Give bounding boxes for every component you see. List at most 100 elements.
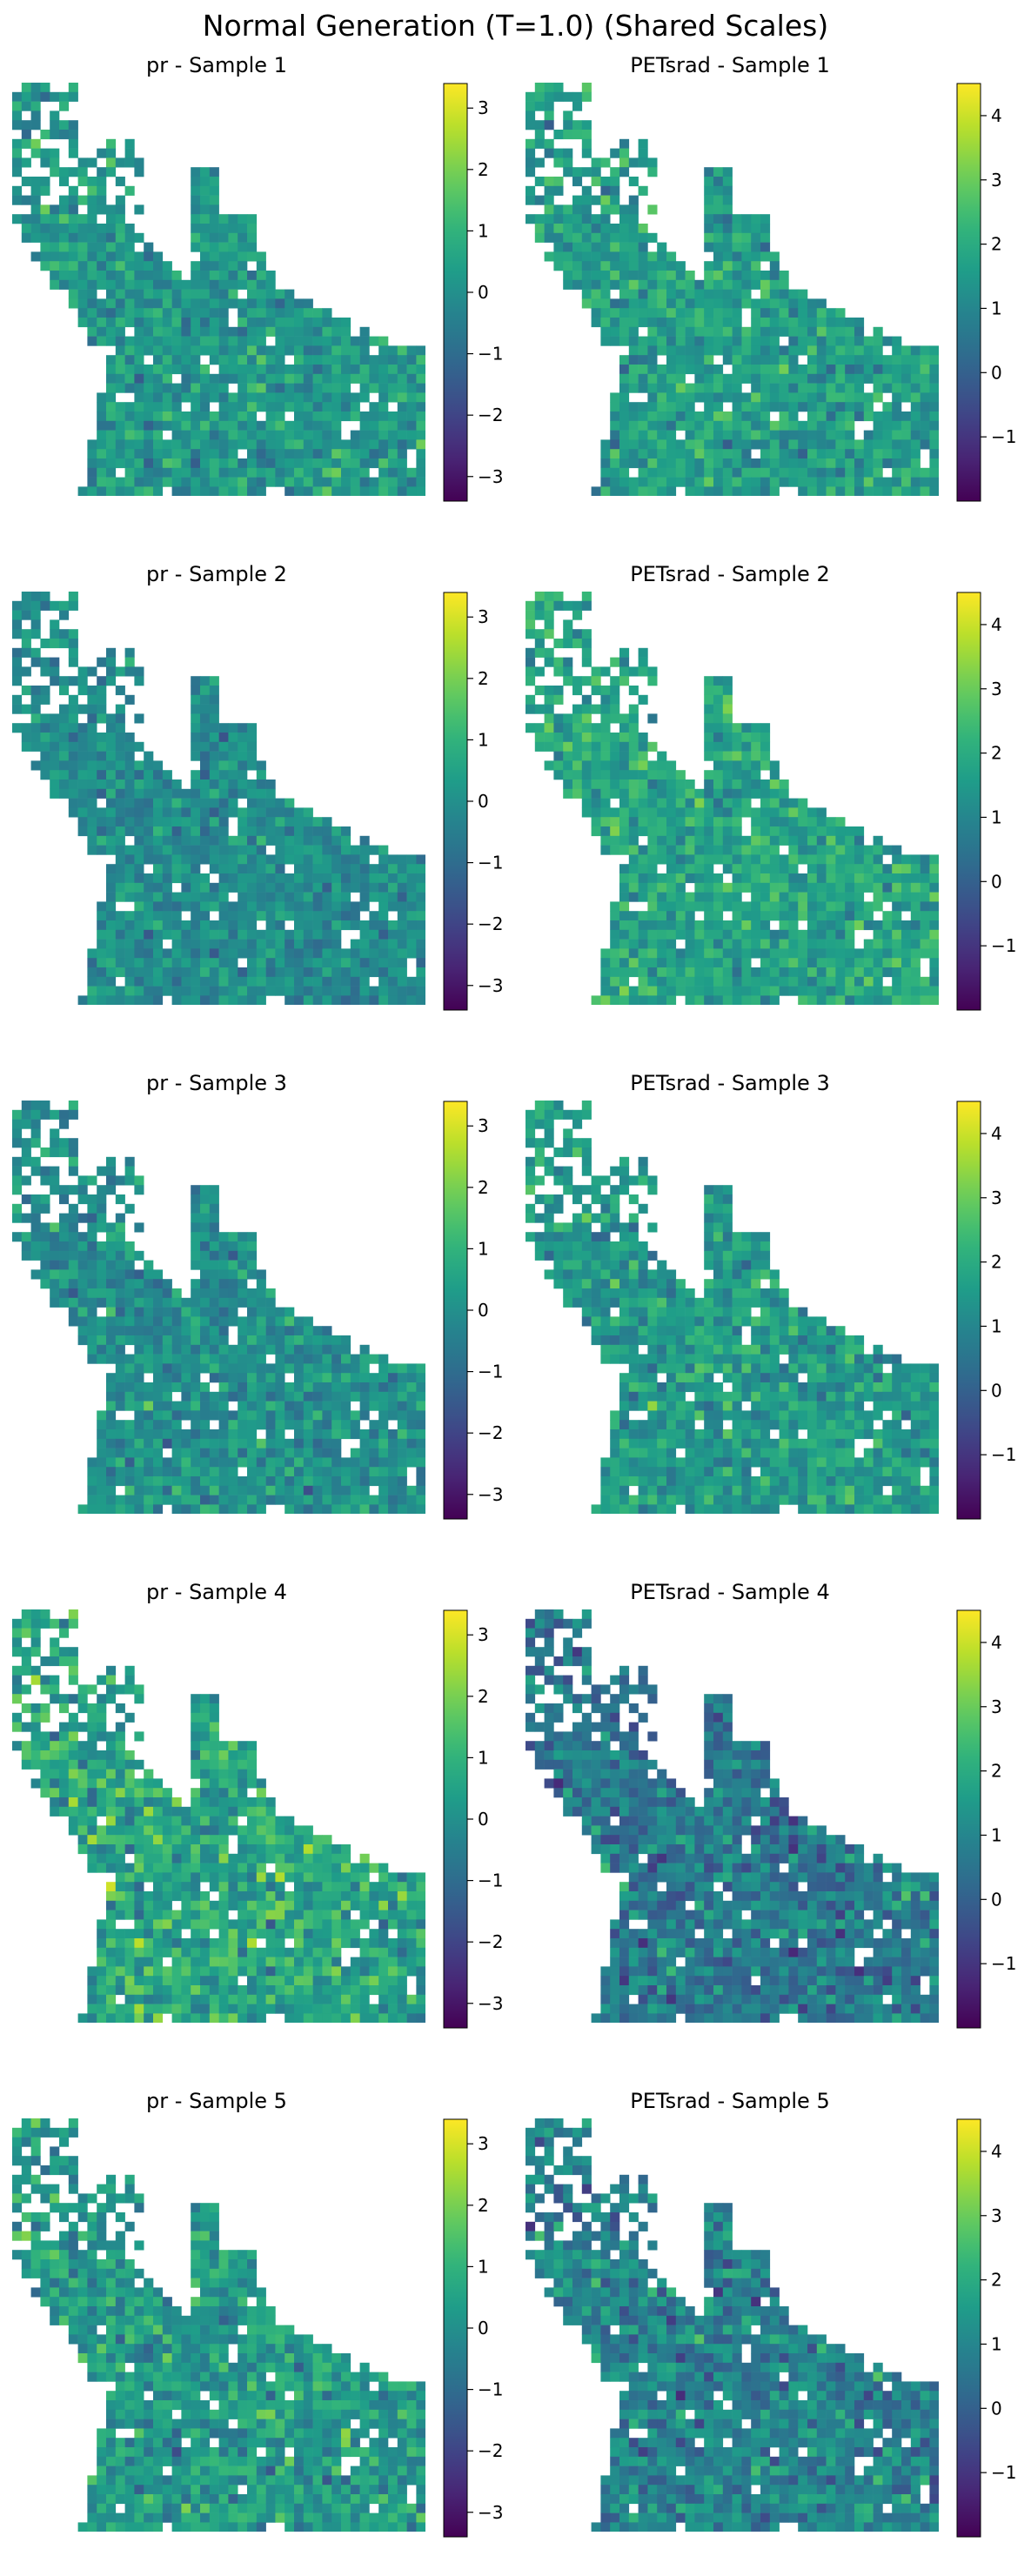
heatmap-cell bbox=[694, 345, 705, 356]
heatmap-cell bbox=[657, 798, 667, 808]
heatmap-cell bbox=[312, 967, 323, 978]
heatmap-cell bbox=[285, 1335, 295, 1346]
heatmap-cell bbox=[312, 486, 323, 497]
heatmap-cell bbox=[144, 770, 154, 780]
heatmap-cell bbox=[416, 1476, 426, 1487]
heatmap-cell bbox=[732, 326, 742, 337]
colorbar-tick-label: 3 bbox=[478, 1115, 489, 1136]
heatmap-cell bbox=[751, 939, 761, 949]
heatmap-cell bbox=[534, 1109, 545, 1120]
heatmap-cell bbox=[200, 807, 211, 818]
heatmap-cell bbox=[534, 686, 545, 696]
heatmap-cell bbox=[209, 204, 219, 215]
heatmap-cell bbox=[694, 939, 705, 949]
heatmap-cell bbox=[59, 120, 70, 130]
heatmap-cell bbox=[68, 261, 78, 271]
heatmap-cell bbox=[153, 854, 164, 865]
heatmap-cell bbox=[835, 477, 846, 487]
heatmap-cell bbox=[144, 1504, 154, 1515]
heatmap-cell bbox=[97, 676, 107, 686]
heatmap-cell bbox=[87, 1250, 97, 1261]
heatmap-cell bbox=[209, 1297, 219, 1308]
heatmap-cell bbox=[553, 1194, 564, 1205]
heatmap-cell bbox=[265, 1373, 276, 1383]
heatmap-cell bbox=[835, 882, 846, 893]
heatmap-cell bbox=[331, 1420, 342, 1430]
heatmap-cell bbox=[322, 892, 332, 902]
heatmap-cell bbox=[798, 345, 808, 356]
heatmap-cell bbox=[416, 920, 426, 931]
heatmap-cell bbox=[563, 1185, 573, 1195]
heatmap-cell bbox=[359, 1344, 370, 1355]
heatmap-cell bbox=[751, 411, 761, 422]
heatmap-cell bbox=[322, 1344, 332, 1355]
heatmap-cell bbox=[929, 373, 940, 384]
heatmap-cell bbox=[40, 148, 50, 158]
heatmap-cell bbox=[910, 420, 921, 431]
heatmap-cell bbox=[835, 345, 846, 356]
heatmap-cell bbox=[722, 817, 733, 827]
heatmap-cell bbox=[87, 261, 97, 271]
heatmap-cell bbox=[647, 760, 658, 771]
heatmap-cell bbox=[722, 967, 733, 978]
heatmap-cell bbox=[68, 130, 78, 140]
heatmap-cell bbox=[779, 892, 789, 902]
heatmap-cell bbox=[256, 901, 266, 912]
heatmap-cell bbox=[341, 1476, 351, 1487]
heatmap-cell bbox=[610, 271, 620, 281]
heatmap-cell bbox=[406, 976, 417, 987]
heatmap-cell bbox=[638, 157, 648, 168]
heatmap-cell bbox=[218, 261, 229, 271]
heatmap-cell bbox=[218, 854, 229, 865]
heatmap-cell bbox=[779, 271, 789, 281]
heatmap-cell bbox=[322, 920, 332, 931]
heatmap-cell bbox=[59, 788, 70, 799]
heatmap-cell bbox=[124, 289, 135, 299]
heatmap-cell bbox=[285, 1363, 295, 1374]
heatmap-cell bbox=[807, 336, 818, 346]
heatmap-cell bbox=[807, 986, 818, 996]
heatmap-cell bbox=[397, 995, 407, 1006]
heatmap-cell bbox=[845, 411, 855, 422]
heatmap-cell bbox=[892, 458, 902, 469]
heatmap-cell bbox=[816, 882, 827, 893]
heatmap-cell bbox=[826, 449, 836, 459]
heatmap-cell bbox=[12, 101, 23, 111]
heatmap-cell bbox=[191, 779, 201, 790]
heatmap-cell bbox=[115, 232, 125, 243]
heatmap-cell bbox=[209, 345, 219, 356]
heatmap-cell bbox=[694, 967, 705, 978]
heatmap-cell bbox=[275, 817, 285, 827]
heatmap-cell bbox=[191, 1279, 201, 1289]
heatmap-cell bbox=[732, 279, 742, 290]
heatmap-cell bbox=[275, 1467, 285, 1477]
heatmap-cell bbox=[581, 261, 592, 271]
heatmap-cell bbox=[397, 1401, 407, 1411]
heatmap-cell bbox=[228, 920, 238, 931]
heatmap-cell bbox=[694, 318, 705, 328]
heatmap-cell bbox=[704, 948, 714, 959]
heatmap-cell bbox=[115, 995, 125, 1006]
heatmap-cell bbox=[378, 402, 389, 412]
heatmap-cell bbox=[68, 83, 78, 93]
heatmap-cell bbox=[534, 733, 545, 743]
heatmap-cell bbox=[657, 995, 667, 1006]
heatmap-cell bbox=[798, 308, 808, 318]
heatmap-cell bbox=[816, 345, 827, 356]
heatmap-cell bbox=[826, 929, 836, 940]
heatmap-cell bbox=[218, 939, 229, 949]
heatmap-cell bbox=[303, 948, 313, 959]
heatmap-cell bbox=[256, 1420, 266, 1430]
heatmap-cell bbox=[134, 486, 144, 497]
heatmap-cell bbox=[40, 1101, 50, 1111]
heatmap-cell bbox=[265, 458, 276, 469]
heatmap-cell bbox=[760, 948, 771, 959]
heatmap-cell bbox=[534, 1119, 545, 1129]
heatmap-cell bbox=[397, 365, 407, 375]
heatmap-cell bbox=[572, 130, 583, 140]
heatmap-cell bbox=[124, 845, 135, 855]
heatmap-cell bbox=[87, 1297, 97, 1308]
heatmap-cell bbox=[312, 1335, 323, 1346]
heatmap-cell bbox=[50, 1138, 60, 1148]
heatmap-cell bbox=[124, 1307, 135, 1317]
